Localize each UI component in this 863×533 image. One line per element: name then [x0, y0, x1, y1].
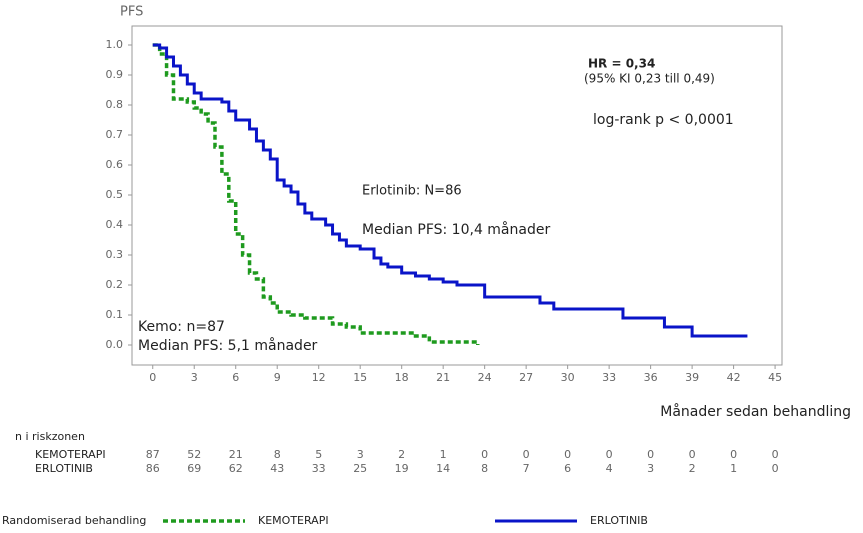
risk-count: 0: [564, 448, 571, 461]
x-tick-label: 9: [274, 371, 281, 384]
risk-count: 14: [436, 462, 450, 475]
risk-count: 25: [353, 462, 367, 475]
x-tick-label: 30: [561, 371, 575, 384]
y-tick-label: 1.0: [106, 38, 124, 51]
x-tick-label: 27: [519, 371, 533, 384]
risk-count: 3: [357, 448, 364, 461]
x-tick-label: 0: [149, 371, 156, 384]
annotation: log-rank p < 0,0001: [593, 112, 734, 128]
risk-count: 6: [564, 462, 571, 475]
risk-count: 0: [772, 462, 779, 475]
risk-count: 0: [689, 448, 696, 461]
risk-count: 5: [315, 448, 322, 461]
y-tick-label: 0.5: [106, 188, 124, 201]
risk-count: 86: [146, 462, 160, 475]
risk-count: 19: [395, 462, 409, 475]
x-tick-label: 15: [353, 371, 367, 384]
risk-count: 7: [523, 462, 530, 475]
risk-row-label: ERLOTINIB: [35, 462, 93, 475]
risk-count: 52: [187, 448, 201, 461]
x-tick-label: 18: [395, 371, 409, 384]
annotation: Median PFS: 10,4 månader: [362, 221, 550, 238]
annotation: HR = 0,34: [588, 57, 655, 71]
survival-line: [152, 43, 480, 345]
y-tick-label: 0.2: [106, 278, 124, 291]
risk-count: 8: [274, 448, 281, 461]
x-tick-label: 21: [436, 371, 450, 384]
x-axis-label: Månader sedan behandling: [660, 403, 851, 420]
risk-count: 69: [187, 462, 201, 475]
risk-count: 21: [229, 448, 243, 461]
risk-title: n i riskzonen: [15, 430, 85, 443]
x-tick-label: 42: [727, 371, 741, 384]
y-tick-label: 0.1: [106, 308, 124, 321]
legend-label: ERLOTINIB: [590, 514, 648, 527]
risk-row-label: KEMOTERAPI: [35, 448, 106, 461]
risk-count: 0: [647, 448, 654, 461]
y-axis-label: PFS: [120, 5, 143, 20]
y-tick-label: 0.3: [106, 248, 124, 261]
annotation: Erlotinib: N=86: [362, 184, 462, 199]
x-tick-label: 3: [191, 371, 198, 384]
risk-count: 1: [730, 462, 737, 475]
y-tick-label: 0.0: [106, 338, 124, 351]
y-tick-label: 0.8: [106, 98, 124, 111]
risk-count: 0: [481, 448, 488, 461]
risk-count: 87: [146, 448, 160, 461]
risk-count: 1: [440, 448, 447, 461]
risk-count: 43: [270, 462, 284, 475]
y-tick-label: 0.9: [106, 68, 124, 81]
y-tick-label: 0.4: [106, 218, 124, 231]
risk-count: 0: [606, 448, 613, 461]
x-tick-label: 24: [478, 371, 492, 384]
risk-count: 4: [606, 462, 613, 475]
annotation: Kemo: n=87: [138, 319, 225, 335]
annotation: (95% KI 0,23 till 0,49): [584, 72, 715, 86]
risk-count: 62: [229, 462, 243, 475]
x-tick-label: 45: [768, 371, 782, 384]
x-tick-label: 33: [602, 371, 616, 384]
legend-title: Randomiserad behandling: [2, 514, 146, 527]
annotation: Median PFS: 5,1 månader: [138, 337, 318, 354]
x-tick-label: 12: [312, 371, 326, 384]
x-tick-label: 39: [685, 371, 699, 384]
risk-count: 0: [523, 448, 530, 461]
survival-line: [152, 43, 748, 338]
risk-count: 2: [689, 462, 696, 475]
y-tick-label: 0.6: [106, 158, 124, 171]
risk-count: 2: [398, 448, 405, 461]
risk-count: 8: [481, 462, 488, 475]
x-tick-label: 36: [644, 371, 658, 384]
x-tick-label: 6: [232, 371, 239, 384]
risk-count: 0: [772, 448, 779, 461]
legend-label: KEMOTERAPI: [258, 514, 329, 527]
y-tick-label: 0.7: [106, 128, 124, 141]
risk-count: 0: [730, 448, 737, 461]
risk-count: 33: [312, 462, 326, 475]
risk-count: 3: [647, 462, 654, 475]
